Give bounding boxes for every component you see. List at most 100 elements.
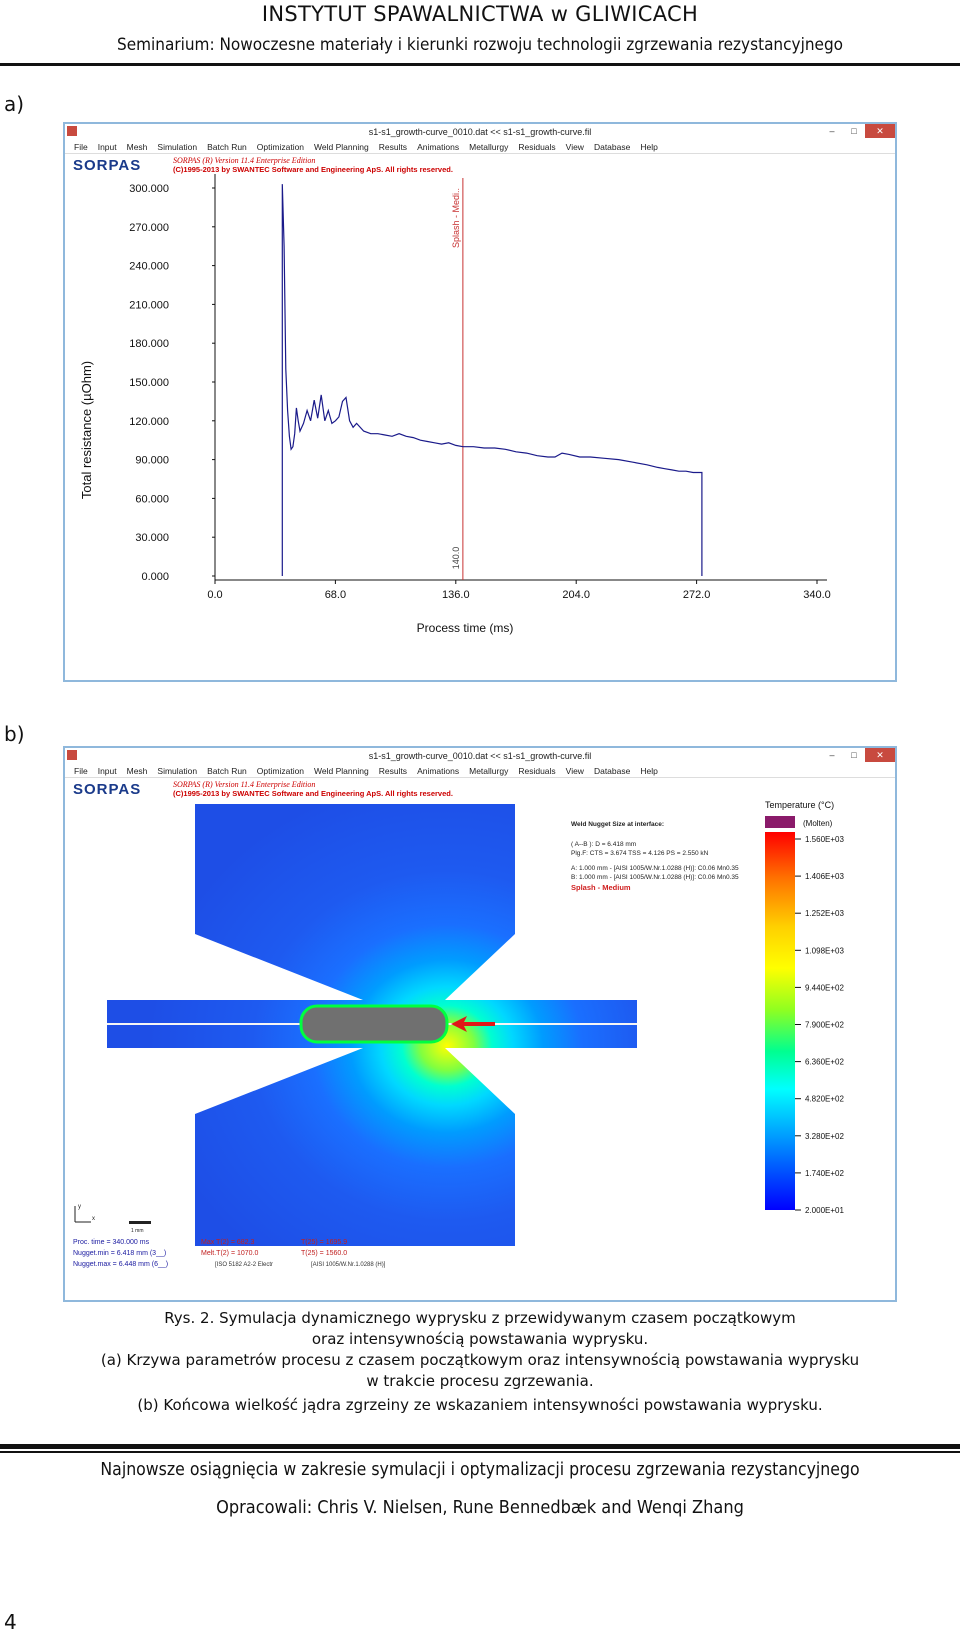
menu-metallurgy[interactable]: Metallurgy (469, 766, 509, 776)
axis-glyph (74, 1206, 91, 1223)
menu-input[interactable]: Input (97, 142, 117, 152)
splash-marker-label: Splash - Medi.. (451, 188, 461, 248)
status-aisi: [AISI 1005/W.Nr.1.0288 (H)] (311, 1262, 386, 1268)
legend-tick-label: 2.000E+01 (805, 1206, 844, 1215)
nugget-info-diameter: ( A--B ): D = 6.418 mm (571, 841, 636, 848)
figure-b-window: s1-s1_growth-curve_0010.dat << s1-s1_gro… (63, 746, 897, 1302)
caption-line-1: Rys. 2. Symulacja dynamicznego wyprysku … (164, 1309, 796, 1327)
menu-animations[interactable]: Animations (417, 766, 460, 776)
menu-results[interactable]: Results (378, 142, 408, 152)
window-b-titlebar: s1-s1_growth-curve_0010.dat << s1-s1_gro… (65, 748, 895, 764)
y-tick-label: 180.000 (129, 338, 169, 350)
menu-mesh[interactable]: Mesh (126, 766, 148, 776)
menu-animations[interactable]: Animations (417, 142, 460, 152)
menu-weld-planning[interactable]: Weld Planning (314, 766, 369, 776)
weld-nugget (299, 1004, 449, 1044)
menu-input[interactable]: Input (97, 766, 117, 776)
scale-bar (129, 1221, 151, 1224)
x-tick-label: 204.0 (562, 589, 590, 601)
molten-swatch (765, 816, 795, 828)
menu-optimization[interactable]: Optimization (256, 766, 305, 776)
copyright-line: (C)1995-2013 by SWANTEC Software and Eng… (173, 165, 453, 174)
x-axis-label: Process time (ms) (417, 621, 514, 635)
menu-residuals[interactable]: Residuals (518, 766, 556, 776)
temperature-field: Weld Nugget Size at interface: ( A--B ):… (73, 800, 844, 1268)
institute-name: INSTYTUT SPAWALNICTWA w GLIWICACH (261, 2, 699, 26)
temperature-legend-title: Temperature (°C) (765, 800, 834, 810)
legend-tick-label: 1.560E+03 (805, 835, 844, 844)
menu-metallurgy[interactable]: Metallurgy (469, 142, 509, 152)
menu-simulation[interactable]: Simulation (157, 766, 198, 776)
legend-tick-label: 1.098E+03 (805, 946, 844, 955)
legend-tick-label: 1.252E+03 (805, 909, 844, 918)
y-tick-label: 60.000 (135, 493, 169, 505)
footer-rule-thin (0, 1451, 960, 1453)
y-tick-label: 30.000 (135, 532, 169, 544)
app-icon (67, 126, 77, 136)
menu-results[interactable]: Results (378, 766, 408, 776)
y-tick-label: 210.000 (129, 299, 169, 311)
temperature-color-scale (765, 832, 795, 1210)
x-tick-label: 340.0 (803, 589, 831, 601)
status-nugget-max: Nugget.max = 6.448 mm (6__) (73, 1261, 168, 1268)
caption-line-2: oraz intensywnością powstawania wyprysku… (311, 1330, 649, 1348)
menu-help[interactable]: Help (640, 142, 658, 152)
minimize-icon[interactable]: – (829, 126, 835, 136)
menu-weld-planning[interactable]: Weld Planning (314, 142, 369, 152)
figure-a-window: s1-s1_growth-curve_0010.dat << s1-s1_gro… (63, 122, 897, 682)
menu-database[interactable]: Database (593, 142, 631, 152)
menu-view[interactable]: View (565, 766, 584, 776)
caption-line-5: (b) Końcowa wielkość jądra zgrzeiny ze w… (137, 1396, 823, 1414)
y-tick-label: 300.000 (129, 183, 169, 195)
y-axis-label: Total resistance (µOhm) (79, 361, 94, 499)
nugget-info-sheet-a: A: 1.000 mm - [AISI 1005/W.Nr.1.0288 (H)… (571, 865, 739, 872)
axis-x-letter: x (92, 1216, 95, 1222)
menu-simulation[interactable]: Simulation (157, 142, 198, 152)
chart-layer: 0.000 30.000 60.000 90.000 120.000 150.000 180… (129, 174, 831, 601)
legend-tick-label: 1.740E+02 (805, 1169, 844, 1178)
menu-view[interactable]: View (565, 142, 584, 152)
menu-file[interactable]: File (74, 142, 88, 152)
menu-database[interactable]: Database (593, 766, 631, 776)
caption-line-4: w trakcie procesu zgrzewania. (366, 1372, 594, 1390)
splash-status: Splash - Medium (571, 883, 631, 892)
version-line: SORPAS (R) Version 11.4 Enterprise Editi… (173, 780, 316, 789)
status-t25-a: T(25) = 1695.9 (301, 1239, 347, 1246)
figure-b-label: b) (4, 722, 25, 746)
sorpas-logo: SORPAS (73, 157, 142, 174)
maximize-icon[interactable]: □ (851, 750, 857, 760)
menu-residuals[interactable]: Residuals (518, 142, 556, 152)
sorpas-logo: SORPAS (73, 781, 142, 798)
status-max-t: Max T(2) = 682.3 (201, 1239, 254, 1246)
y-tick-label: 240.000 (129, 261, 169, 273)
minimize-icon[interactable]: – (829, 750, 835, 760)
status-iso: [ISO 5182 A2-2 Electr (215, 1262, 273, 1268)
menu-optimization[interactable]: Optimization (256, 142, 305, 152)
caption-line-3: (a) Krzywa parametrów procesu z czasem p… (100, 1351, 860, 1369)
nugget-info-forces: Plg.F: CTS = 3.674 TSS = 4.126 PS = 2.55… (571, 850, 709, 857)
scale-bar-label: 1 mm (131, 1228, 144, 1234)
menu-batch-run[interactable]: Batch Run (207, 766, 247, 776)
footer-title: Najnowsze osiągnięcia w zakresie symulac… (100, 1460, 860, 1480)
legend-ticks: 1.560E+03 1.406E+03 1.252E+03 1.098E+03 9.44… (795, 835, 844, 1215)
resistance-chart: 0.000 30.000 60.000 90.000 120.000 150.000 180… (79, 174, 831, 635)
splash-marker-value: 140.0 (451, 547, 461, 570)
menu-help[interactable]: Help (640, 766, 658, 776)
menu-file[interactable]: File (74, 766, 88, 776)
status-melt-t: Melt.T(2) = 1070.0 (201, 1250, 258, 1257)
x-tick-label: 68.0 (325, 589, 346, 601)
legend-tick-label: 3.280E+02 (805, 1132, 844, 1141)
y-tick-label: 270.000 (129, 222, 169, 234)
splash-arrow-icon (451, 1016, 495, 1032)
close-icon[interactable]: ✕ (865, 124, 895, 138)
legend-tick-label: 9.440E+02 (805, 983, 844, 992)
x-tick-label: 136.0 (442, 589, 470, 601)
legend-tick-label: 7.900E+02 (805, 1021, 844, 1030)
close-icon[interactable]: ✕ (865, 748, 895, 762)
figure-caption: Rys. 2. Symulacja dynamicznego wyprysku … (0, 1308, 960, 1416)
maximize-icon[interactable]: □ (851, 126, 857, 136)
menu-mesh[interactable]: Mesh (126, 142, 148, 152)
menu-batch-run[interactable]: Batch Run (207, 142, 247, 152)
nugget-info-title: Weld Nugget Size at interface: (571, 821, 664, 828)
lower-electrode (195, 1048, 515, 1246)
